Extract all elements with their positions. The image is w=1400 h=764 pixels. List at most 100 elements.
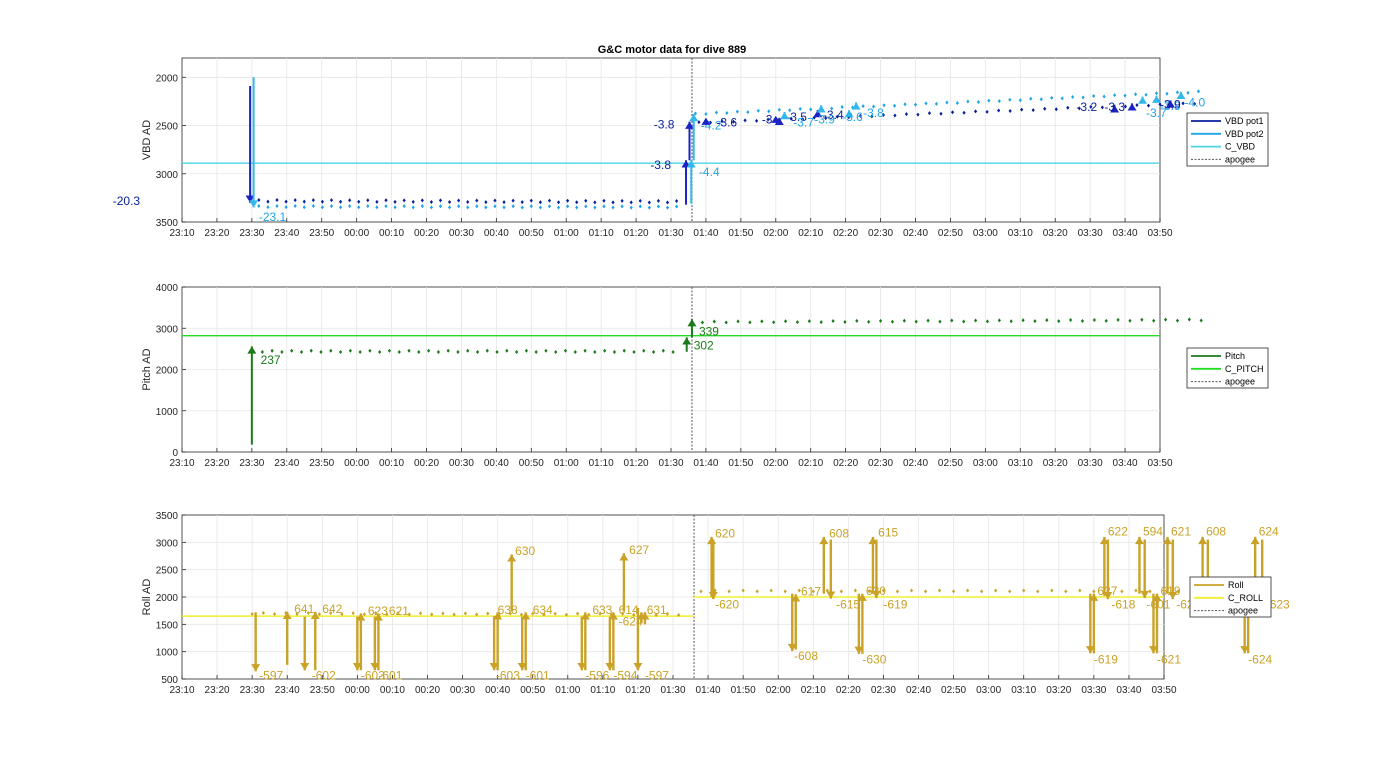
vbd-pot2-point <box>457 204 461 209</box>
data-label: -619 <box>883 598 907 612</box>
vbd-pot1-point <box>1181 101 1185 106</box>
pitch-point <box>1116 317 1120 322</box>
pitch-point <box>534 349 538 354</box>
x-tick-label: 02:30 <box>868 458 893 469</box>
roll-point <box>755 589 759 594</box>
arrow-head <box>689 113 699 122</box>
vbd-pot1-point <box>647 200 651 205</box>
vbd-pot2-point <box>924 101 928 106</box>
y-tick-label: 3000 <box>156 170 179 181</box>
vbd-pot1-point <box>493 198 497 203</box>
roll-point <box>1078 588 1082 593</box>
arrow-head <box>352 663 362 671</box>
x-tick-label: 01:00 <box>554 458 579 469</box>
vbd-pot1-point <box>402 198 406 203</box>
arrow-head <box>787 643 797 652</box>
vbd-pot2-point <box>913 102 918 107</box>
data-label: -624 <box>1248 652 1272 666</box>
pitch-point <box>583 348 587 353</box>
vbd-pot2-point <box>484 205 488 210</box>
y-tick-label: 3000 <box>156 538 179 549</box>
vbd-pot2-point <box>674 204 679 209</box>
pitch-point <box>397 349 401 354</box>
vbd-pot1-point <box>511 198 515 203</box>
roll-point <box>980 589 984 594</box>
roll-point <box>620 611 625 616</box>
data-label: -608 <box>794 649 818 663</box>
arrow-head <box>687 319 697 327</box>
pitch-point <box>1163 317 1168 322</box>
vbd-pot1-point <box>538 200 542 205</box>
pitch-point <box>938 319 942 324</box>
pitch-point <box>260 349 264 354</box>
x-tick-label: 00:10 <box>379 458 404 469</box>
y-tick-label: 3500 <box>156 511 179 522</box>
vbd-pot2-point <box>903 102 907 107</box>
arrow-head <box>507 554 517 562</box>
x-tick-label: 02:00 <box>763 228 788 239</box>
vbd-pot1-point <box>1192 101 1197 106</box>
legend-label: apogee <box>1225 377 1255 387</box>
arrow-head <box>580 612 590 620</box>
vbd-pot1-point <box>1020 107 1024 112</box>
pitch-point <box>612 349 617 354</box>
roll-point <box>797 588 801 593</box>
vbd-pot2-point <box>1008 97 1012 102</box>
vbd-pot1-point <box>1077 106 1081 111</box>
pitch-point <box>515 349 519 354</box>
pitch-point <box>1080 318 1085 323</box>
x-tick-label: 01:00 <box>554 228 579 239</box>
pitch-point <box>760 319 764 324</box>
pitch-point <box>1175 318 1180 323</box>
vbd-pot2-point <box>575 205 579 210</box>
pitch-point <box>573 349 577 354</box>
arrow-head <box>640 612 650 620</box>
vbd-pot1-point <box>985 109 989 114</box>
roll-point <box>853 588 857 593</box>
x-tick-label: 01:20 <box>624 458 649 469</box>
x-tick-label: 00:00 <box>345 685 370 696</box>
vbd-pot2-point <box>987 98 991 103</box>
x-tick-label: 03:40 <box>1113 458 1138 469</box>
data-label: 621 <box>389 604 409 618</box>
pitch-point <box>495 349 499 354</box>
vbd-pot1-point <box>754 118 759 123</box>
data-label: -624 <box>619 615 643 629</box>
pitch-point <box>1033 319 1037 324</box>
pitch-point <box>417 349 421 354</box>
pitch-point <box>1045 318 1049 323</box>
legend-label: apogee <box>1225 154 1255 164</box>
x-tick-label: 02:10 <box>798 228 823 239</box>
arrow-head <box>356 613 366 621</box>
data-label: 615 <box>878 525 898 539</box>
arrow-head <box>633 663 643 671</box>
x-tick-label: 01:50 <box>728 228 753 239</box>
roll-point <box>519 612 524 617</box>
data-label: -601 <box>378 669 402 683</box>
arrow-head <box>868 536 878 545</box>
pitch-point <box>1104 318 1108 323</box>
pitch-point <box>712 319 716 324</box>
roll-point <box>1148 589 1152 594</box>
legend-label: C_VBD <box>1225 142 1256 152</box>
vbd-pot2-point <box>638 204 642 209</box>
x-tick-label: 00:00 <box>344 228 369 239</box>
pitch-point <box>867 319 871 324</box>
data-label: -3.3 <box>1104 100 1125 114</box>
vbd-pot2-point <box>656 204 661 209</box>
vbd-pot2-point <box>777 107 781 112</box>
pitch-point <box>772 320 776 325</box>
data-label: 633 <box>592 603 612 617</box>
x-tick-label: 02:40 <box>903 228 928 239</box>
vbd-panel: 23:10 23:20 23:30 23:40 23:50 00:00 00:10 00:20… <box>113 57 1269 239</box>
roll-point <box>542 612 546 617</box>
x-tick-label: 23:40 <box>275 685 300 696</box>
vbd-pot2-point <box>665 205 670 210</box>
vbd-pot2-point <box>746 110 750 115</box>
pitch-point <box>736 319 740 324</box>
vbd-pot2-point <box>934 101 939 106</box>
vbd-pot1-point <box>575 200 579 205</box>
roll-point <box>598 611 602 616</box>
arrow-head <box>813 110 823 118</box>
x-tick-label: 03:50 <box>1147 228 1172 239</box>
